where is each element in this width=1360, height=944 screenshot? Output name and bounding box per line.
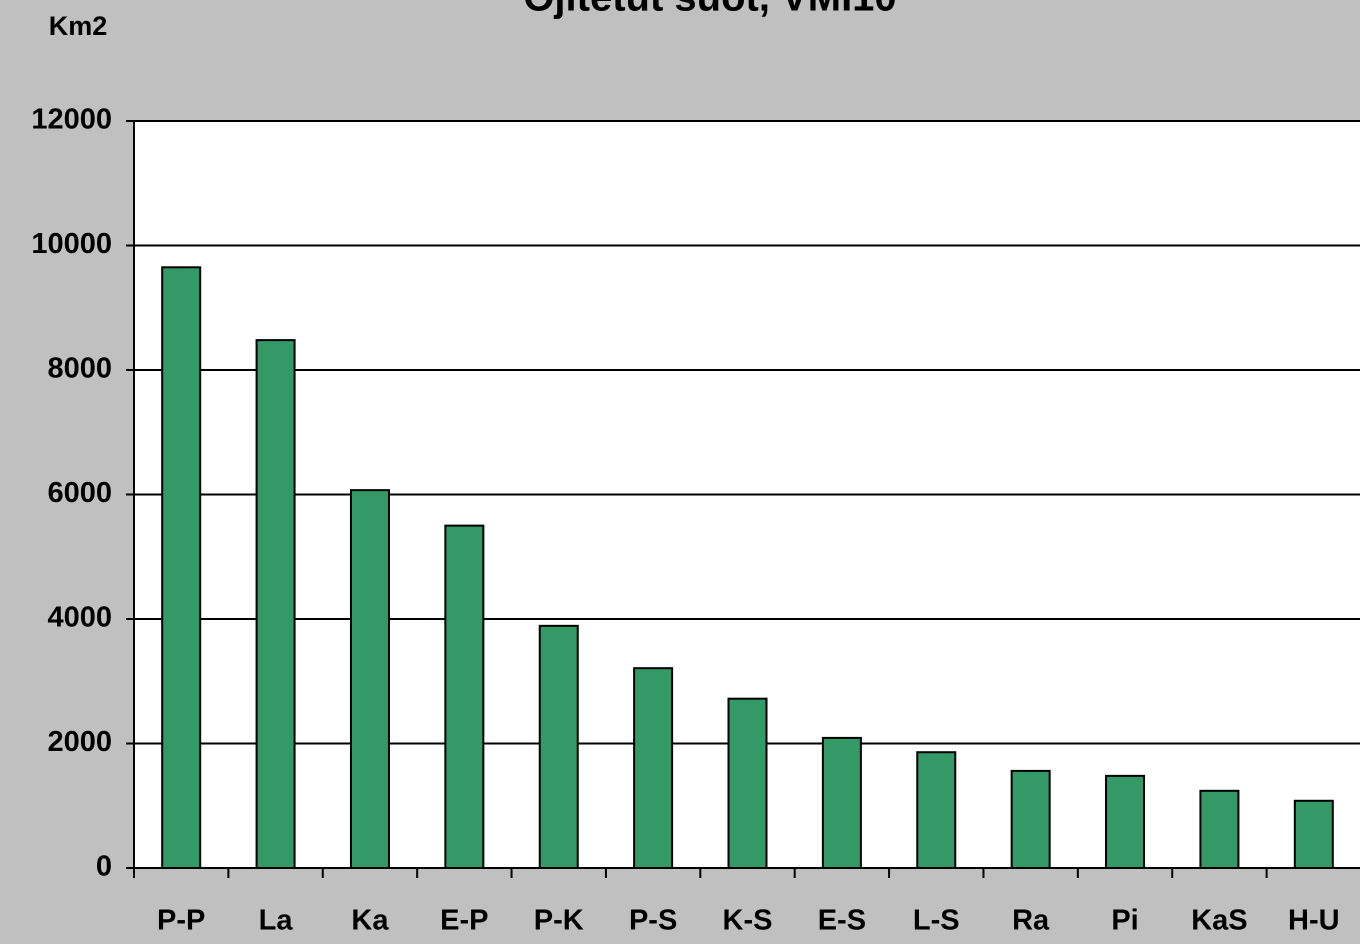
bar xyxy=(1293,799,1334,870)
bar xyxy=(727,697,768,869)
bar xyxy=(1199,789,1240,869)
chart-title: Ojitetut suot, VMI10 xyxy=(523,0,896,20)
bar xyxy=(821,736,862,870)
y-tick-label: 0 xyxy=(96,851,112,883)
y-tick-label: 8000 xyxy=(47,353,112,385)
y-tick-label: 2000 xyxy=(47,726,112,758)
bar xyxy=(1105,774,1146,869)
bar xyxy=(538,624,579,869)
x-tick-label: La xyxy=(259,905,294,937)
y-tick-label: 12000 xyxy=(31,104,112,136)
x-tick-label: Ra xyxy=(1012,905,1050,937)
bar xyxy=(1010,769,1051,870)
bar xyxy=(255,339,296,869)
y-axis-label: Km2 xyxy=(49,11,108,41)
x-tick-label: E-P xyxy=(440,905,488,937)
x-tick-label: P-K xyxy=(534,905,584,937)
x-tick-label: K-S xyxy=(723,905,773,937)
bar xyxy=(633,667,674,869)
y-tick-label: 10000 xyxy=(31,228,112,260)
bar xyxy=(916,751,957,870)
x-tick-label: H-U xyxy=(1288,905,1340,937)
x-tick-label: L-S xyxy=(913,905,960,937)
x-tick-label: Ka xyxy=(351,905,389,937)
x-tick-label: P-S xyxy=(629,905,677,937)
y-tick-label: 4000 xyxy=(47,602,112,634)
bar xyxy=(161,266,202,870)
x-tick-label: KaS xyxy=(1191,905,1247,937)
x-tick-label: P-P xyxy=(157,905,205,937)
x-tick-label: E-S xyxy=(818,905,866,937)
bar xyxy=(444,524,485,869)
y-tick-label: 6000 xyxy=(47,477,112,509)
bar xyxy=(349,489,390,869)
x-tick-label: Pi xyxy=(1111,905,1138,937)
